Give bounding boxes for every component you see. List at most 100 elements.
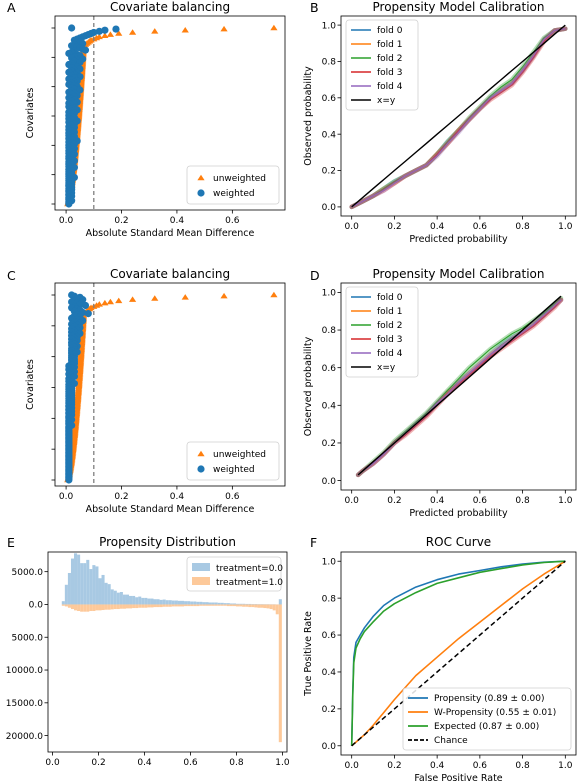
panel-e-bar-treatment-1	[226, 604, 230, 607]
panel-e-bar-treatment-1	[269, 604, 273, 610]
panel-label-b: B	[310, 0, 319, 15]
panel-d-xtick-label: 0.4	[430, 496, 445, 506]
panel-e-bar-treatment-1	[245, 604, 249, 607]
panel-e-legend-label-treatment-0: treatment=0.0	[216, 564, 283, 574]
panel-e-bar-treatment-1	[147, 604, 151, 608]
panel-a-axes-frame	[54, 15, 286, 211]
panel-f-legend-label-w-propensity: W-Propensity (0.55 ± 0.01)	[434, 708, 556, 718]
panel-label-c: C	[7, 268, 16, 283]
panel-c-unweighted-point	[115, 297, 123, 304]
panel-e-bar-treatment-0	[83, 563, 87, 605]
panel-e-ytick-label: 20000.0	[6, 732, 43, 742]
panel-a-weighted-point	[101, 26, 109, 34]
panel-f-ytick-label: 0.0	[322, 742, 337, 752]
panel-e-bar-treatment-0	[116, 592, 120, 605]
panel-e-bar-treatment-1	[92, 604, 96, 612]
panel-b-legend-label-fold-1: fold 1	[377, 40, 402, 50]
panel-e-axes-frame	[47, 551, 288, 753]
panel-e-bar-treatment-0	[107, 584, 111, 605]
panel-b-xtick-label: 0.8	[515, 222, 530, 232]
panel-b-legend-label-fold-3: fold 3	[377, 68, 402, 78]
panel-e-xtick-label: 0.4	[137, 758, 152, 768]
panel-e-bar-treatment-1	[67, 604, 71, 608]
panel-a-xtick-label: 0.0	[59, 216, 74, 226]
panel-e-bar-treatment-0	[122, 594, 126, 605]
panel-e-bar-treatment-0	[74, 553, 78, 605]
panel-e-bar-treatment-0	[129, 595, 133, 605]
panel-a-title: Covariate balancing	[110, 0, 230, 14]
panel-a-weighted-point	[68, 42, 76, 50]
panel-e-bar-treatment-0	[80, 563, 84, 605]
panel-f-ylabel: True Positive Rate	[303, 611, 314, 697]
panel-b-xtick-label: 0.2	[387, 222, 401, 232]
panel-e-bar-treatment-1	[80, 604, 84, 612]
panel-e-bar-treatment-0	[214, 602, 218, 605]
panel-b-ytick-label: 0.0	[322, 203, 337, 213]
panel-e-bar-treatment-0	[245, 603, 249, 605]
panel-e-ytick-label: 15000.0	[6, 699, 43, 709]
panel-e-bar-treatment-1	[156, 604, 160, 608]
panel-f-legend-box	[402, 687, 572, 751]
panel-c-axes-frame	[54, 282, 286, 487]
panel-a-legend-box	[186, 165, 280, 205]
panel-e-bar-treatment-0	[125, 594, 130, 605]
panel-e-bar-treatment-1	[135, 604, 139, 609]
panel-e-bar-treatment-1	[217, 604, 221, 606]
panel-e-bar-treatment-0	[61, 601, 65, 605]
panel-label-a: A	[7, 0, 16, 15]
panel-e-bar-treatment-1	[89, 604, 93, 612]
panel-b-xtick-label: 0.6	[473, 222, 488, 232]
panel-b-title: Propensity Model Calibration	[373, 0, 545, 14]
panel-b-line-fold-4	[351, 28, 566, 208]
panel-f-legend-label-expected: Expected (0.87 ± 0.00)	[434, 722, 539, 732]
panel-a-unweighted-point	[128, 29, 137, 35]
panel-e-bar-treatment-0	[141, 597, 145, 605]
panel-e-bar-treatment-1	[98, 604, 102, 611]
panel-e-bar-treatment-1	[254, 604, 258, 608]
panel-e-bar-treatment-0	[202, 602, 206, 605]
panel-f-xtick-label: 0.0	[345, 761, 360, 771]
panel-e-bar-treatment-0	[248, 603, 252, 605]
panel-e-bar-treatment-1	[220, 604, 224, 606]
panel-e-bar-treatment-1	[248, 604, 252, 608]
panel-e-xtick-label: 0.2	[91, 758, 105, 768]
panel-e-bar-treatment-0	[86, 559, 90, 605]
panel-e-bar-treatment-0	[153, 599, 157, 605]
panel-e-bar-treatment-0	[110, 589, 114, 605]
panel-e-bar-treatment-0	[220, 602, 224, 605]
panel-e-legend-swatch-treatment-1	[192, 577, 210, 585]
panel-e-bar-treatment-1	[122, 604, 126, 609]
panel-b-ytick-label: 0.4	[322, 130, 337, 140]
panel-d-legend-label-fold-1: fold 1	[377, 307, 402, 317]
panel-d-legend-box	[345, 286, 419, 378]
panel-e-bar-treatment-0	[119, 592, 123, 605]
panel-e-bar-treatment-1	[119, 604, 123, 609]
panel-e-bar-treatment-1	[101, 604, 105, 611]
panel-e-bar-treatment-1	[272, 604, 276, 611]
panel-c-unweighted-point	[151, 295, 159, 301]
panel-b-xtick-label: 0.0	[345, 222, 360, 232]
panel-e-bar-treatment-1	[162, 604, 166, 607]
panel-a-xtick-label: 0.4	[170, 216, 185, 226]
panel-c-xtick-label: 0.0	[59, 492, 74, 502]
panel-c-weighted-point	[65, 476, 73, 484]
panel-e-bar-treatment-0	[98, 578, 102, 605]
panel-e-bar-treatment-0	[144, 597, 148, 605]
panel-b-xlabel: Predicted probability	[409, 234, 508, 245]
panel-e-bar-treatment-0	[138, 596, 142, 605]
panel-e-bar-treatment-1	[110, 604, 114, 610]
panel-e-bar-treatment-1	[251, 604, 255, 608]
panel-e-bar-treatment-1	[180, 604, 185, 607]
panel-d-ytick-label: 0.4	[322, 402, 337, 412]
panel-e-bar-treatment-0	[64, 584, 68, 605]
panel-e-bar-treatment-1	[144, 604, 148, 608]
panel-e-bar-treatment-0	[95, 566, 99, 605]
panel-d-title: Propensity Model Calibration	[373, 267, 545, 281]
panel-b-ytick-label: 0.2	[322, 167, 336, 177]
panel-d-line-x-y	[357, 295, 562, 476]
panel-e-bar-treatment-1	[199, 604, 203, 606]
panel-f-xtick-label: 0.2	[387, 761, 401, 771]
panel-e-bar-treatment-1	[229, 604, 233, 607]
panel-f-line-propensity	[350, 560, 566, 746]
